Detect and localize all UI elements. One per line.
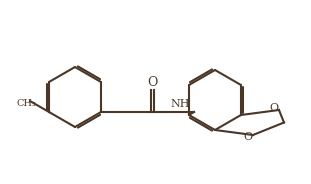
Text: CH₃: CH₃ <box>16 98 36 107</box>
Text: O: O <box>244 132 253 142</box>
Text: O: O <box>269 103 279 113</box>
Text: O: O <box>147 77 157 89</box>
Text: NH: NH <box>170 99 190 109</box>
